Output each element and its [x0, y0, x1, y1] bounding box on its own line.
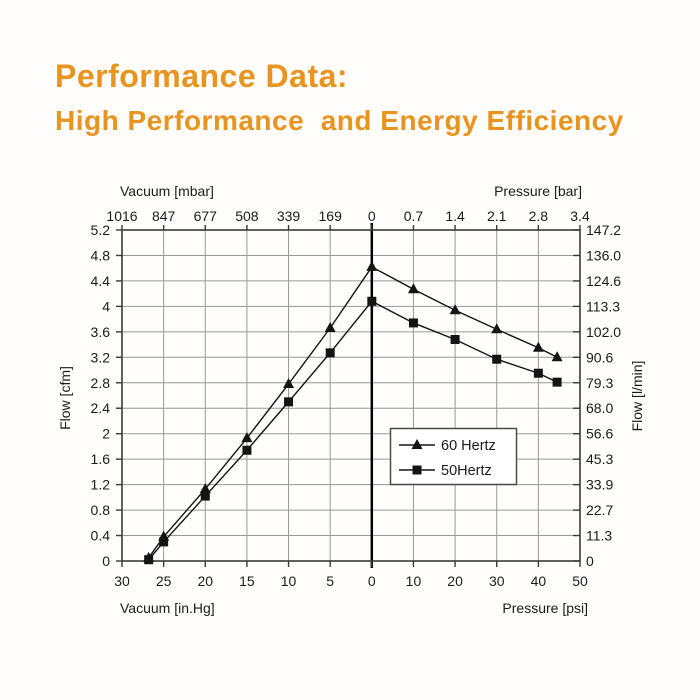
- right-tick-label: 22.7: [586, 502, 613, 518]
- axis-title-pressure-psi: Pressure [psi]: [502, 600, 588, 616]
- top-tick-label: 0: [368, 208, 376, 224]
- left-tick-label: 2.8: [91, 375, 111, 391]
- legend-label-50hz: 50Hertz: [441, 463, 492, 479]
- marker-50hertz: [242, 445, 252, 455]
- axis-title-vacuum-mbar: Vacuum [mbar]: [120, 183, 214, 199]
- right-tick-label: 113.3: [586, 298, 620, 314]
- marker-60-hertz: [407, 283, 419, 294]
- series-line-60-hertz: [148, 266, 558, 559]
- marker-50hertz: [200, 491, 210, 501]
- marker-60-hertz: [366, 260, 378, 271]
- marker-50hertz: [492, 354, 502, 364]
- left-tick-label: 1.2: [91, 477, 111, 493]
- left-tick-label: 4.4: [91, 273, 111, 289]
- marker-60-hertz: [241, 432, 253, 443]
- axis-title-vacuum-inhg: Vacuum [in.Hg]: [120, 600, 215, 616]
- right-tick-label: 90.6: [586, 349, 613, 365]
- axis-title-flow-cfm: Flow [cfm]: [57, 366, 73, 430]
- right-tick-label: 0: [586, 553, 594, 569]
- series-layer: [143, 260, 563, 565]
- marker-50hertz: [533, 368, 543, 378]
- tick-label-layer: 1016 847 677 508 339 169 0 0.7 1.4 2.1 2.8 3.430 25 2…: [91, 208, 622, 589]
- top-tick-label: 677: [194, 208, 218, 224]
- bottom-tick-label: 5: [326, 573, 334, 589]
- series-line-50hertz: [148, 300, 558, 561]
- marker-60-hertz: [532, 341, 544, 352]
- right-tick-label: 102.0: [586, 324, 621, 340]
- right-tick-label: 124.6: [586, 273, 621, 289]
- top-tick-label: 2.8: [529, 208, 549, 224]
- marker-50hertz: [367, 296, 377, 306]
- top-tick-label: 1016: [106, 208, 137, 224]
- top-tick-label: 508: [235, 208, 259, 224]
- left-tick-label: 3.6: [91, 324, 111, 340]
- legend: 60 Hertz 50Hertz: [389, 427, 518, 486]
- left-tick-label: 1.6: [91, 451, 111, 467]
- top-tick-label: 847: [152, 208, 176, 224]
- bottom-tick-label: 15: [239, 573, 255, 589]
- bottom-tick-label: 0: [368, 573, 376, 589]
- right-tick-label: 136.0: [586, 247, 621, 263]
- marker-60-hertz: [449, 304, 461, 315]
- left-tick-label: 0: [102, 553, 110, 569]
- axis-title-flow-lmin: Flow [l/min]: [629, 361, 645, 432]
- legend-triangle-icon: [411, 439, 423, 449]
- bottom-tick-label: 25: [156, 573, 172, 589]
- marker-50hertz: [159, 537, 169, 547]
- top-tick-label: 169: [319, 208, 343, 224]
- left-tick-label: 4.8: [91, 247, 111, 263]
- marker-60-hertz: [491, 323, 503, 334]
- right-tick-label: 33.9: [586, 477, 613, 493]
- marker-50hertz: [325, 348, 335, 358]
- left-tick-label: 3.2: [91, 349, 111, 365]
- bottom-tick-label: 10: [406, 573, 422, 589]
- right-tick-label: 79.3: [586, 375, 613, 391]
- marker-60-hertz: [551, 351, 563, 362]
- bottom-tick-label: 20: [197, 573, 213, 589]
- left-tick-label: 2: [102, 426, 110, 442]
- axis-title-pressure-bar: Pressure [bar]: [494, 183, 582, 199]
- marker-50hertz: [144, 555, 154, 565]
- legend-square-icon: [412, 465, 422, 475]
- bottom-tick-label: 30: [114, 573, 130, 589]
- marker-50hertz: [450, 334, 460, 344]
- legend-label-60hz: 60 Hertz: [441, 438, 496, 454]
- right-tick-label: 45.3: [586, 451, 613, 467]
- marker-50hertz: [408, 318, 418, 328]
- bottom-tick-label: 50: [572, 573, 588, 589]
- top-tick-label: 339: [277, 208, 301, 224]
- left-tick-label: 4: [102, 298, 110, 314]
- legend-box: [389, 427, 518, 486]
- marker-50hertz: [552, 377, 562, 387]
- bottom-tick-label: 20: [447, 573, 463, 589]
- bottom-tick-label: 10: [281, 573, 297, 589]
- top-tick-label: 1.4: [445, 208, 465, 224]
- page-subtitle: High Performance and Energy Efficiency: [55, 105, 624, 136]
- axis-layer: [116, 223, 581, 568]
- bottom-tick-label: 30: [489, 573, 505, 589]
- page-title: Performance Data:: [55, 58, 349, 94]
- right-tick-label: 68.0: [586, 400, 613, 416]
- top-tick-label: 3.4: [570, 208, 590, 224]
- top-tick-label: 2.1: [487, 208, 507, 224]
- marker-60-hertz: [283, 378, 295, 389]
- right-tick-label: 147.2: [586, 222, 621, 238]
- top-tick-label: 0.7: [404, 208, 424, 224]
- plot-border: [121, 229, 581, 562]
- bottom-tick-label: 40: [531, 573, 547, 589]
- left-tick-label: 0.4: [91, 528, 111, 544]
- left-tick-label: 0.8: [91, 502, 111, 518]
- title-block: Performance Data: High Performance and E…: [55, 56, 624, 138]
- left-tick-label: 2.4: [91, 400, 111, 416]
- marker-50hertz: [284, 397, 294, 407]
- left-tick-label: 5.2: [91, 222, 111, 238]
- marker-60-hertz: [199, 483, 211, 494]
- right-tick-label: 56.6: [586, 426, 613, 442]
- right-tick-label: 11.3: [586, 528, 612, 544]
- marker-60-hertz: [324, 322, 336, 333]
